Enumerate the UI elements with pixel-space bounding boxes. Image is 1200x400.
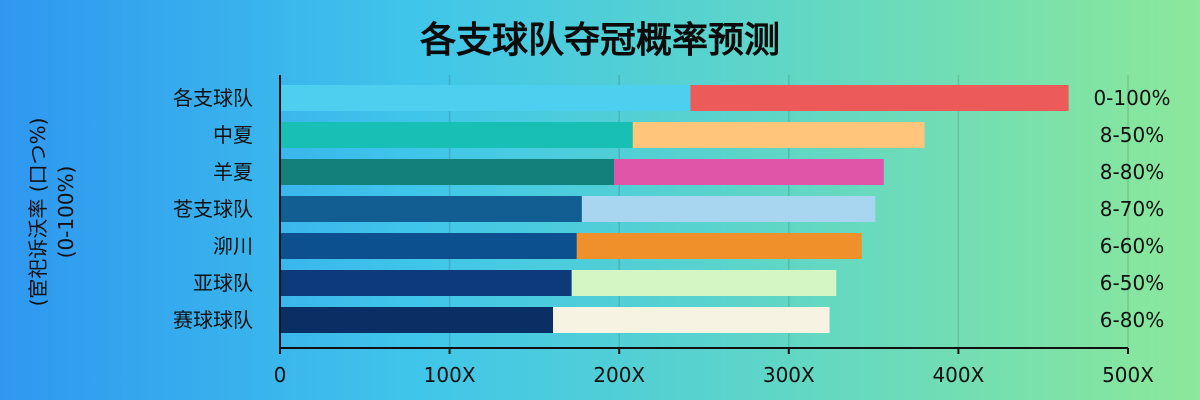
- range-label: 6-50%: [1100, 271, 1164, 295]
- bar-segment-1: [280, 307, 554, 333]
- bar-segment-1: [280, 122, 633, 148]
- range-label: 6-60%: [1100, 234, 1164, 258]
- category-label: 苍支球队: [173, 197, 253, 221]
- category-label: 各支球队: [173, 86, 253, 110]
- labels-group: 各支球队 0-100% 中夏 8-50% 羊夏 8-80% 苍支球队 8-70% 泖川 6-60%…: [173, 86, 1171, 387]
- x-tick-label: 100X: [424, 363, 476, 387]
- x-tick-label: 500X: [1102, 363, 1154, 387]
- bar-segment-1: [280, 196, 582, 222]
- x-tick-label: 200X: [593, 363, 645, 387]
- bar-segment-1: [280, 85, 691, 111]
- bar-segment-2: [614, 159, 884, 185]
- x-tick-label: 400X: [932, 363, 984, 387]
- bar-segment-2: [576, 233, 862, 259]
- bar-segment-2: [690, 85, 1069, 111]
- category-label: 亚球队: [193, 271, 253, 295]
- y-axis-sublabel: (0-100%): [54, 166, 78, 259]
- range-label: 6-80%: [1100, 308, 1164, 332]
- category-label: 中夏: [213, 123, 253, 147]
- axes-group: [279, 75, 1129, 354]
- y-axis-label-group: (宦祀诉沃率 (口つ%) (0-100%): [26, 118, 78, 307]
- bar-segment-1: [280, 233, 577, 259]
- bar-segment-2: [553, 307, 830, 333]
- range-label: 8-50%: [1100, 123, 1164, 147]
- x-tick-label: 300X: [763, 363, 815, 387]
- bars-group: [280, 85, 1069, 333]
- bar-segment-2: [581, 196, 876, 222]
- category-label: 羊夏: [213, 160, 253, 184]
- range-label: 0-100%: [1093, 86, 1170, 110]
- category-label: 赛球球队: [173, 308, 253, 332]
- category-label: 泖川: [213, 234, 253, 258]
- bar-segment-1: [280, 159, 615, 185]
- bar-segment-1: [280, 270, 572, 296]
- chart-title: 各支球队夺冠概率预测: [420, 20, 780, 61]
- y-axis-label: (宦祀诉沃率 (口つ%): [26, 118, 50, 307]
- range-label: 8-70%: [1100, 197, 1164, 221]
- x-tick-label: 0: [274, 363, 287, 387]
- range-label: 8-80%: [1100, 160, 1164, 184]
- bar-segment-2: [632, 122, 925, 148]
- bar-segment-2: [571, 270, 837, 296]
